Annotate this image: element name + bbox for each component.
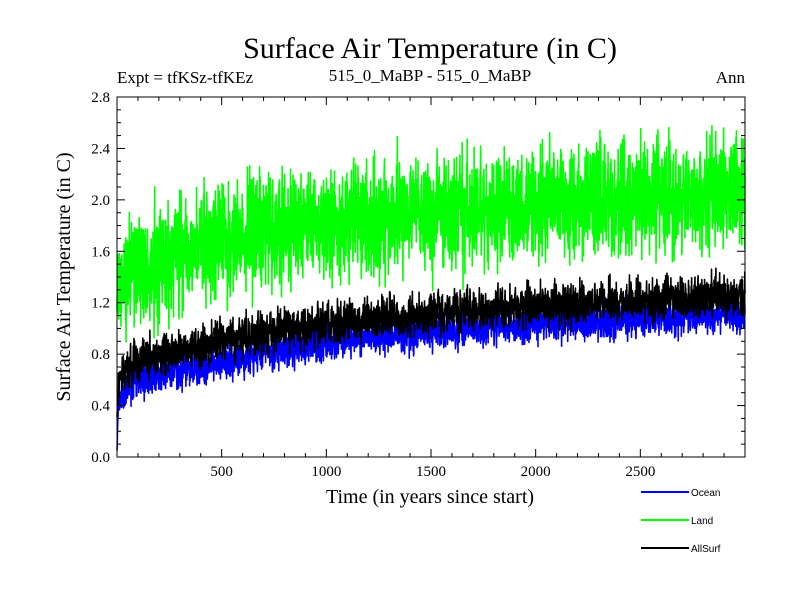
subtitle-center: 515_0_MaBP - 515_0_MaBP [329,66,531,85]
legend: Ocean Land AllSurf [641,488,721,555]
y-tick-label: 0.0 [91,450,110,466]
subtitle-left: Expt = tfKSz-tfKEz [117,68,254,87]
y-tick-label: 2.0 [91,193,110,209]
y-tick-label: 0.8 [91,347,110,363]
legend-label-ocean: Ocean [691,488,720,499]
legend-label-land: Land [691,516,713,527]
x-tick-label: 1000 [311,464,341,480]
x-tick-label: 500 [210,464,233,480]
x-tick-label: 2000 [521,464,551,480]
chart-title: Surface Air Temperature (in C) [243,32,617,65]
y-tick-label: 1.6 [91,244,110,260]
tick-layer: 500 1000 1500 2000 2500 0.0 0.4 0.8 1.2 1.6 2.0 2.4… [91,90,745,480]
series-layer [116,124,746,451]
x-axis-label: Time (in years since start) [326,486,534,508]
series-line-allsurf [116,267,746,418]
x-tick-label: 1500 [416,464,446,480]
series-line-land [116,124,746,343]
y-axis-label: Surface Air Temperature (in C) [53,152,75,401]
y-tick-label: 1.2 [91,296,110,312]
x-tick-label: 2500 [625,464,655,480]
legend-label-allsurf: AllSurf [691,544,721,555]
y-tick-label: 0.4 [91,399,110,415]
y-tick-label: 2.8 [91,90,110,106]
y-tick-label: 2.4 [91,141,110,157]
subtitle-right: Ann [716,68,746,87]
